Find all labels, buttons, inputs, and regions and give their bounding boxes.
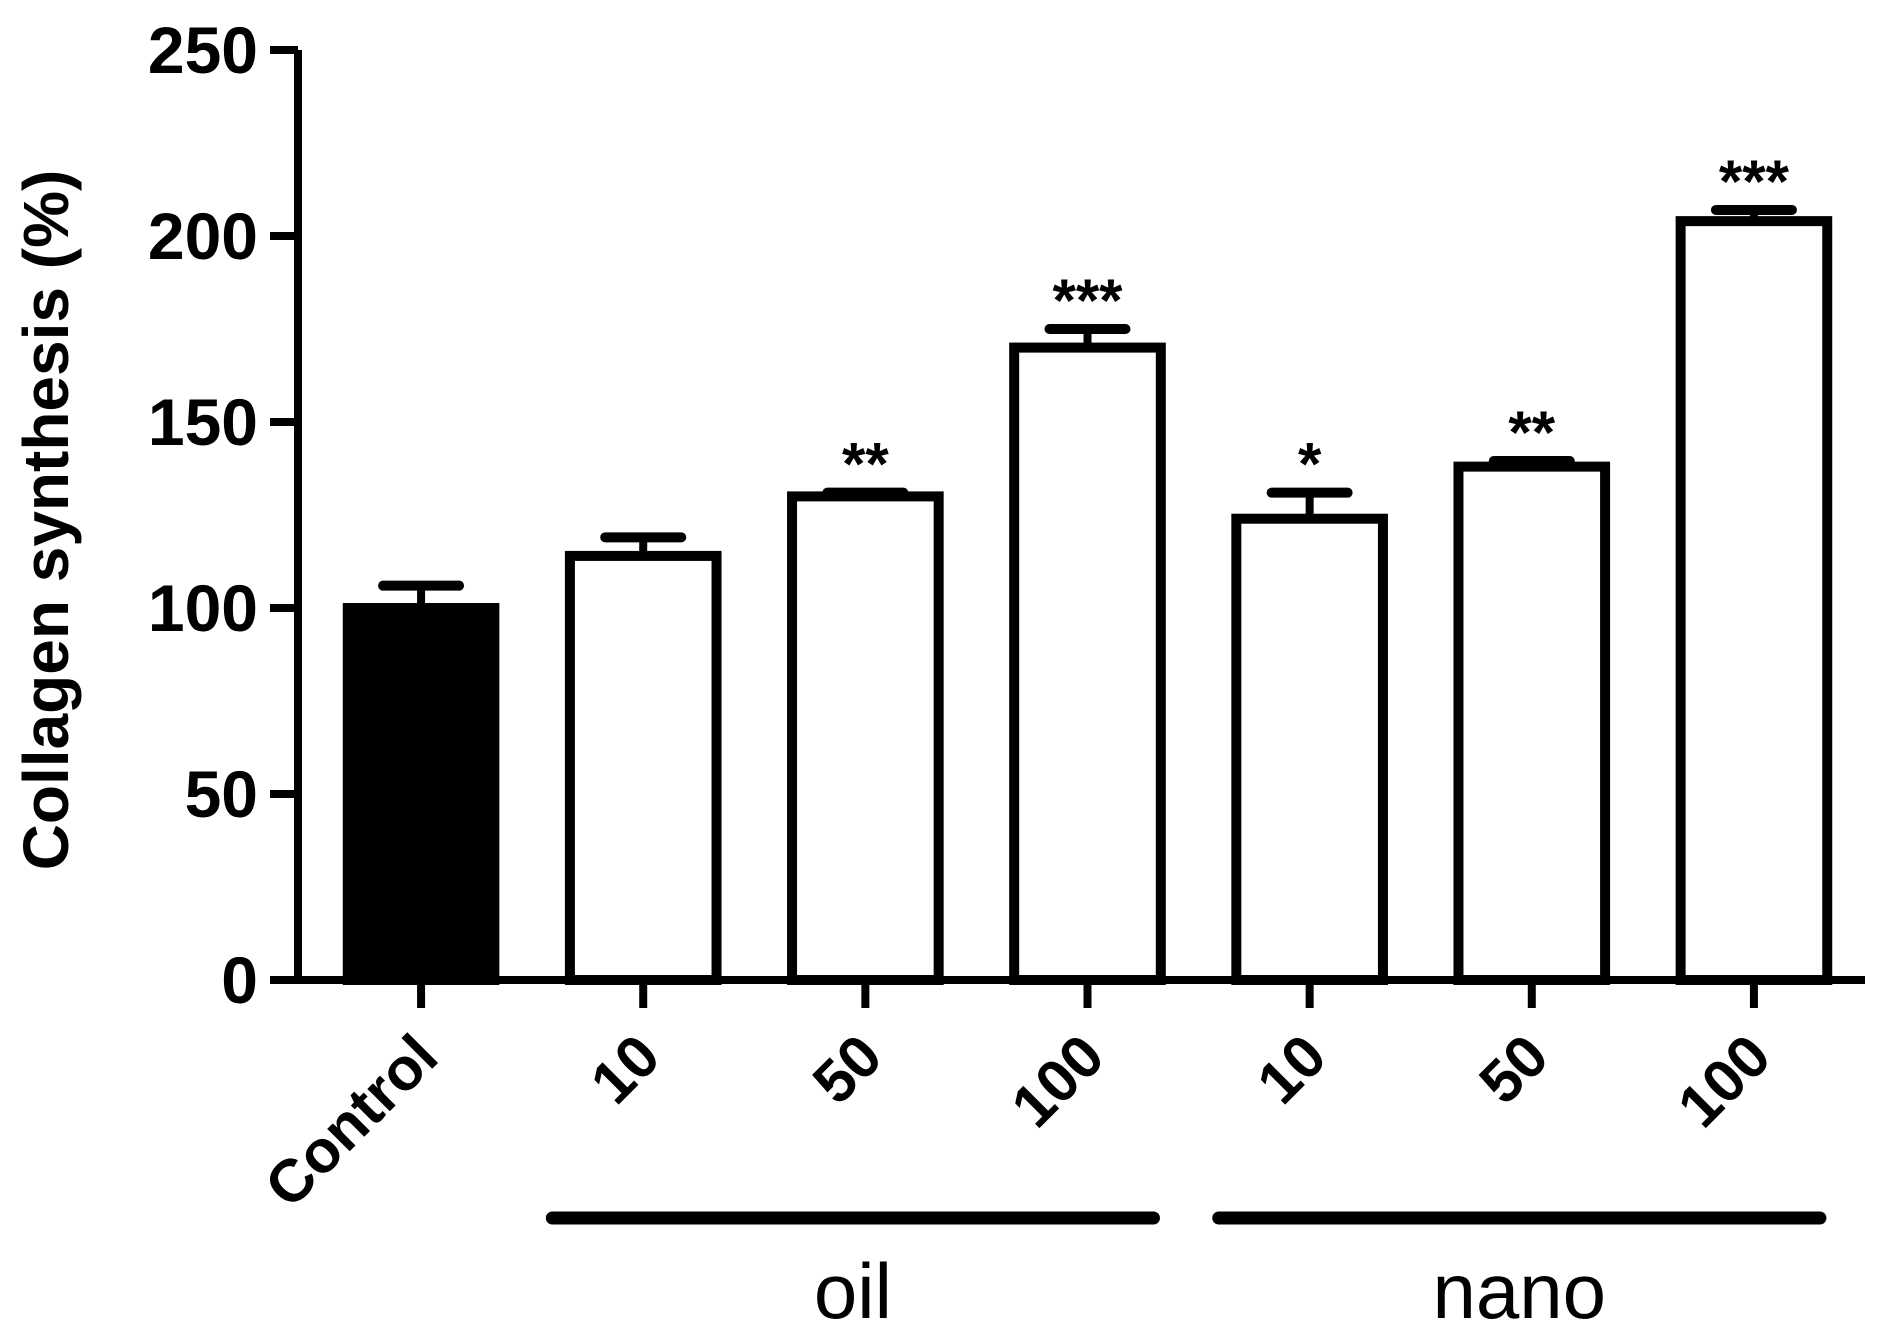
y-axis: 0 50 100 150 200 250 [148, 13, 302, 1017]
x-tick-label: Control [252, 1022, 450, 1220]
x-tick-label: 10 [578, 1022, 673, 1117]
y-tick-label: 0 [221, 943, 258, 1017]
bar [787, 491, 944, 985]
y-tick-label: 150 [148, 385, 258, 459]
error-bars [378, 204, 1797, 608]
x-tick-label: 100 [1665, 1022, 1783, 1140]
group-label: oil [814, 1247, 892, 1328]
group-label: nano [1433, 1247, 1607, 1328]
group-brackets: oil nano [545, 1211, 1827, 1328]
significance-marker: ** [842, 431, 889, 498]
x-tick-label: 10 [1244, 1022, 1339, 1117]
y-tick-label: 100 [148, 571, 258, 645]
significance-marker: * [1298, 431, 1322, 498]
significance-markers: ****** ***** [842, 148, 1790, 498]
bar [1231, 513, 1388, 985]
x-tick-label: 50 [800, 1022, 895, 1117]
x-tick-label: 50 [1466, 1022, 1561, 1117]
bar [1675, 216, 1833, 985]
y-axis-title: Collagen synthesis (%) [10, 170, 82, 871]
significance-marker: *** [1719, 148, 1790, 215]
y-tick-label: 50 [185, 757, 258, 831]
significance-marker: *** [1052, 267, 1123, 334]
x-tick-label: 100 [999, 1022, 1117, 1140]
y-tick-label: 250 [148, 13, 258, 87]
bars [342, 216, 1833, 986]
bar [342, 603, 500, 985]
x-axis: Control 10 50 100 10 50 100 [252, 976, 1865, 1220]
y-tick-label: 200 [148, 199, 258, 273]
significance-marker: ** [1508, 399, 1555, 466]
bar [1453, 461, 1611, 985]
bar [564, 550, 722, 985]
bar [1009, 342, 1166, 986]
